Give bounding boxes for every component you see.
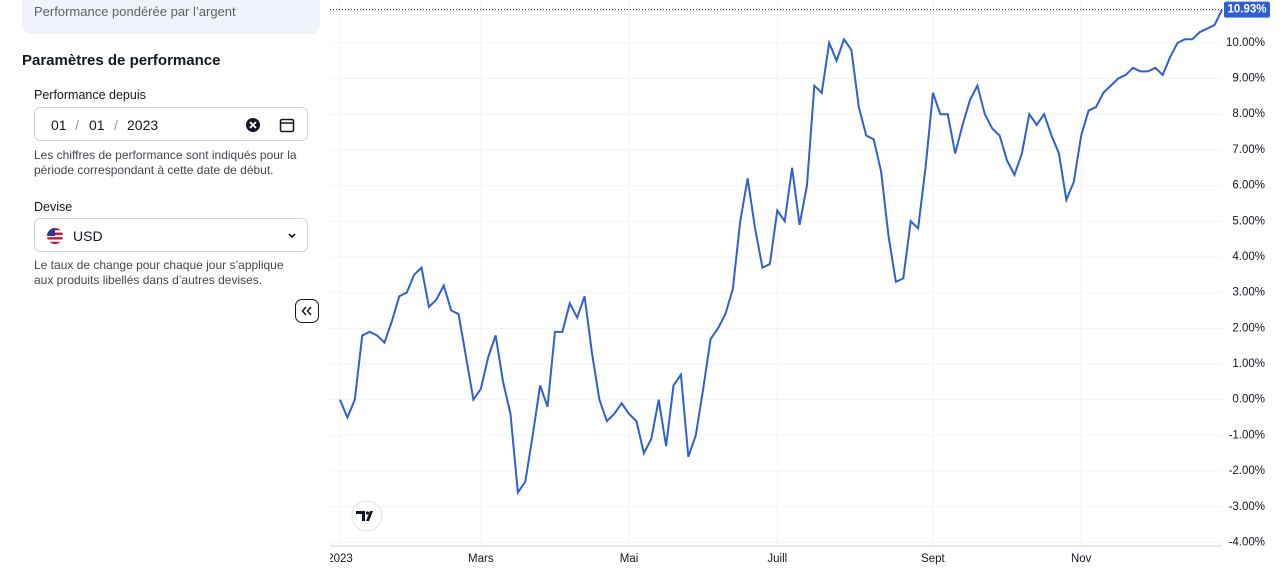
y-tick-label: 0.00% — [1232, 394, 1265, 406]
date-day: 01 — [51, 117, 67, 133]
currency-help: Le taux de change pour chaque jour s’app… — [34, 258, 284, 288]
last-value-label: 10.93% — [1227, 4, 1266, 16]
y-tick-label: 9.00% — [1232, 73, 1265, 85]
y-tick-label: 5.00% — [1232, 215, 1265, 227]
collapse-button[interactable] — [295, 299, 319, 323]
y-tick-label: -2.00% — [1229, 465, 1265, 477]
help-line: aux produits libellés dans d’autres devi… — [34, 273, 263, 287]
line — [339, 9, 1223, 496]
sidebar: Performance pondérée par l’argent Paramè… — [0, 0, 330, 568]
y-tick-label: 6.00% — [1232, 180, 1265, 192]
y-tick-label: 10.00% — [1226, 37, 1265, 49]
currency-label: Devise — [34, 200, 73, 214]
y-tick-label: 1.00% — [1232, 358, 1265, 370]
y-tick-label: -3.00% — [1229, 501, 1265, 513]
card-text: Performance pondérée par l’argent — [34, 4, 236, 19]
date-year: 2023 — [127, 117, 159, 133]
date-month: 01 — [89, 117, 105, 133]
y-tick-label: 2.00% — [1232, 322, 1265, 334]
last-value-badge — [1224, 1, 1270, 18]
y-tick-label: 4.00% — [1232, 251, 1265, 263]
y-tick-label: 3.00% — [1232, 287, 1265, 299]
flag-icon — [47, 228, 63, 244]
x-tick-label: Mars — [468, 553, 494, 565]
chevron-icon — [288, 233, 296, 239]
x-tick-label: Mai — [620, 553, 639, 565]
help-line: période correspondant à cette date de dé… — [34, 163, 274, 177]
x-tick-label: 2023 — [330, 553, 353, 565]
y-tick-label: -1.00% — [1229, 429, 1265, 441]
summary-card[interactable]: Performance pondérée par l’argent — [22, 0, 320, 34]
date-input[interactable]: 01 / 01 / 2023 — [34, 107, 308, 141]
currency-select[interactable]: USD — [34, 218, 308, 252]
x-tick-label: Juill — [767, 553, 787, 565]
tv-logo — [351, 500, 383, 532]
date-sep: / — [114, 117, 118, 133]
y-tick-label: 7.00% — [1232, 144, 1265, 156]
y-tick-label: -4.00% — [1229, 536, 1265, 548]
collapse-icon — [301, 306, 312, 316]
x-tick-label: Sept — [921, 553, 945, 565]
help-line: Les chiffres de performance sont indiqué… — [34, 148, 297, 162]
clear-icon[interactable] — [245, 117, 261, 133]
calendar-icon[interactable] — [279, 117, 295, 133]
heading: Paramètres de performance — [22, 52, 221, 69]
help-line: Le taux de change pour chaque jour s’app… — [34, 258, 284, 272]
since-help: Les chiffres de performance sont indiqué… — [34, 148, 297, 178]
y-tick-label: 8.00% — [1232, 108, 1265, 120]
date-sep: / — [75, 117, 79, 133]
x-tick-label: Nov — [1071, 553, 1092, 565]
since-label: Performance depuis — [34, 88, 146, 102]
chart: 10.00% 9.00% 8.00% 7.00% 6.00% 5.00% 4.00% 3.00… — [330, 0, 1270, 565]
currency-value: USD — [73, 228, 103, 244]
